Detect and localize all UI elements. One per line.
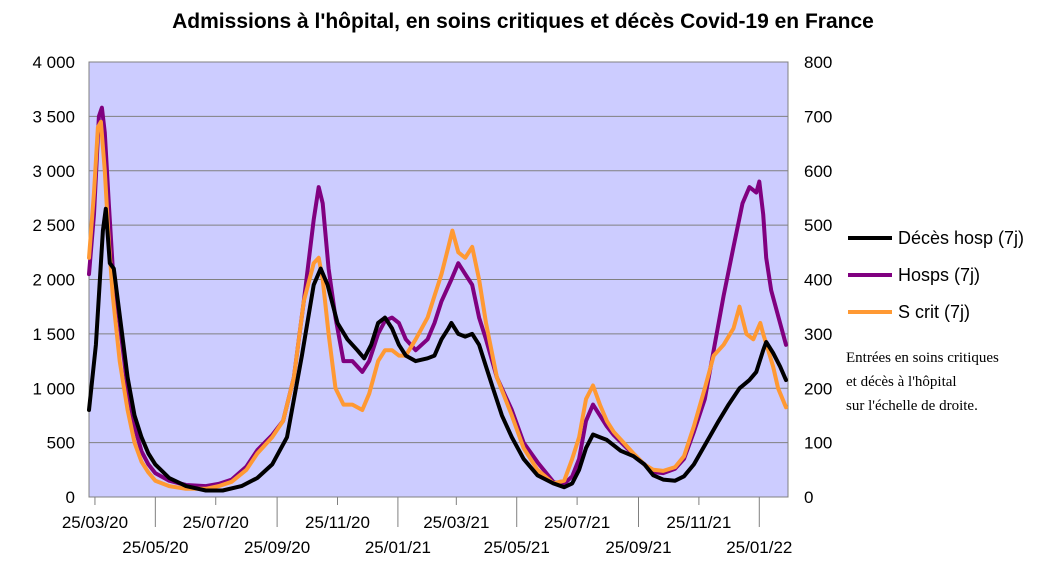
x-tick-label: 25/09/21 bbox=[605, 538, 671, 557]
legend-label-deces: Décès hosp (7j) bbox=[898, 228, 1024, 248]
x-tick-label: 25/09/20 bbox=[244, 538, 310, 557]
y-right-tick-label: 400 bbox=[804, 271, 832, 290]
series-line-deces bbox=[87, 206, 788, 493]
legend: Décès hosp (7j) Hosps (7j) S crit (7j) bbox=[848, 228, 1024, 322]
note-line: sur l'échelle de droite. bbox=[846, 398, 978, 414]
x-tick-label: 25/01/21 bbox=[365, 538, 431, 557]
y-left-tick-label: 2 500 bbox=[32, 216, 75, 235]
x-tick-label: 25/05/20 bbox=[122, 538, 188, 557]
x-tick-label: 25/05/21 bbox=[484, 538, 550, 557]
x-tick-label: 25/03/20 bbox=[62, 513, 128, 532]
y-right-tick-label: 600 bbox=[804, 162, 832, 181]
x-axis: 25/03/20 25/07/20 25/11/20 25/03/21 25/07/21… bbox=[62, 497, 792, 557]
y-left-tick-label: 1 000 bbox=[32, 379, 75, 398]
y-left-axis: 0 500 1 000 1 500 2 000 2 500 3 000 3 500 4 000 bbox=[32, 53, 75, 507]
axis-note: Entrées en soins critiques et décès à l'h… bbox=[846, 350, 999, 414]
plot-border bbox=[88, 61, 789, 498]
y-right-tick-label: 300 bbox=[804, 325, 832, 344]
y-left-tick-label: 0 bbox=[66, 488, 75, 507]
x-tick-label: 25/01/22 bbox=[726, 538, 792, 557]
legend-label-scrit: S crit (7j) bbox=[898, 302, 970, 322]
y-right-tick-label: 800 bbox=[804, 53, 832, 72]
y-right-tick-label: 0 bbox=[804, 488, 813, 507]
y-left-tick-label: 3 500 bbox=[32, 107, 75, 126]
x-tick-label: 25/11/20 bbox=[305, 513, 370, 532]
x-tick-label: 25/07/21 bbox=[544, 513, 610, 532]
y-left-tick-label: 3 000 bbox=[32, 162, 75, 181]
y-right-axis: 0 100 200 300 400 500 600 700 800 bbox=[804, 53, 832, 507]
x-tick-label: 25/03/21 bbox=[423, 513, 489, 532]
note-line: Entrées en soins critiques bbox=[846, 350, 999, 366]
x-tick-label: 25/07/20 bbox=[183, 513, 249, 532]
y-left-tick-label: 500 bbox=[47, 434, 75, 453]
note-line: et décès à l'hôpital bbox=[846, 374, 957, 390]
y-right-tick-label: 200 bbox=[804, 379, 832, 398]
y-right-tick-label: 100 bbox=[804, 434, 832, 453]
y-right-tick-label: 500 bbox=[804, 216, 832, 235]
series-line-scrit bbox=[87, 119, 788, 491]
legend-label-hosps: Hosps (7j) bbox=[898, 265, 980, 285]
y-left-tick-label: 2 000 bbox=[32, 271, 75, 290]
y-left-tick-label: 4 000 bbox=[32, 53, 75, 72]
y-right-tick-label: 700 bbox=[804, 107, 832, 126]
chart-title: Admissions à l'hôpital, en soins critiqu… bbox=[172, 10, 874, 33]
x-tick-label: 25/11/21 bbox=[666, 513, 731, 532]
series-layer bbox=[87, 105, 788, 493]
y-left-tick-label: 1 500 bbox=[32, 325, 75, 344]
